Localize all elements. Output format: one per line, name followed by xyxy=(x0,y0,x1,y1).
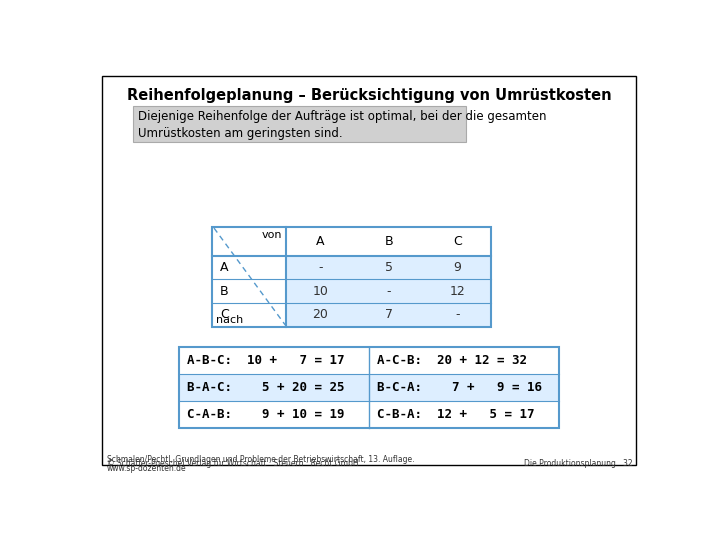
FancyBboxPatch shape xyxy=(286,256,492,327)
Text: Schmalen/Pechtl, Grundlagen und Probleme der Betriebswirtschaft, 13. Auflage.: Schmalen/Pechtl, Grundlagen und Probleme… xyxy=(107,455,415,463)
Text: Diejenige Reihenfolge der Aufträge ist optimal, bei der die gesamten: Diejenige Reihenfolge der Aufträge ist o… xyxy=(138,110,546,123)
Text: www.sp-dozenten.de: www.sp-dozenten.de xyxy=(107,464,186,473)
Text: 9: 9 xyxy=(454,261,461,274)
FancyBboxPatch shape xyxy=(212,256,286,327)
Text: B: B xyxy=(384,234,393,248)
Text: Reihenfolgeplanung – Berücksichtigung von Umrüstkosten: Reihenfolgeplanung – Berücksichtigung vo… xyxy=(127,88,611,103)
Text: 5: 5 xyxy=(384,261,393,274)
Text: A: A xyxy=(220,261,229,274)
Text: -: - xyxy=(318,261,323,274)
Text: © Schäffer-Poeschel Verlag für Wirtschaft · Steuern · Recht GmbH: © Schäffer-Poeschel Verlag für Wirtschaf… xyxy=(107,459,359,468)
FancyBboxPatch shape xyxy=(132,106,466,142)
FancyBboxPatch shape xyxy=(212,226,492,256)
Text: Umrüstkosten am geringsten sind.: Umrüstkosten am geringsten sind. xyxy=(138,127,343,140)
Text: A-C-B:  20 + 12 = 32: A-C-B: 20 + 12 = 32 xyxy=(377,354,527,367)
Text: -: - xyxy=(387,285,391,298)
Text: von: von xyxy=(261,231,282,240)
Text: C-B-A:  12 +   5 = 17: C-B-A: 12 + 5 = 17 xyxy=(377,408,534,421)
Text: C: C xyxy=(220,308,229,321)
Text: Die Produktionsplanung   32: Die Produktionsplanung 32 xyxy=(524,459,632,468)
Text: A: A xyxy=(316,234,325,248)
Text: 12: 12 xyxy=(449,285,465,298)
Text: 7: 7 xyxy=(384,308,393,321)
FancyBboxPatch shape xyxy=(179,401,559,428)
Text: A-B-C:  10 +   7 = 17: A-B-C: 10 + 7 = 17 xyxy=(187,354,344,367)
Text: nach: nach xyxy=(216,315,243,325)
Text: B-A-C:    5 + 20 = 25: B-A-C: 5 + 20 = 25 xyxy=(187,381,344,394)
Text: C-A-B:    9 + 10 = 19: C-A-B: 9 + 10 = 19 xyxy=(187,408,344,421)
FancyBboxPatch shape xyxy=(102,76,636,465)
FancyBboxPatch shape xyxy=(179,347,559,374)
Text: -: - xyxy=(455,308,459,321)
Text: 20: 20 xyxy=(312,308,328,321)
FancyBboxPatch shape xyxy=(179,374,559,401)
Text: B-C-A:    7 +   9 = 16: B-C-A: 7 + 9 = 16 xyxy=(377,381,541,394)
Text: B: B xyxy=(220,285,229,298)
Text: 10: 10 xyxy=(312,285,328,298)
Text: C: C xyxy=(453,234,462,248)
